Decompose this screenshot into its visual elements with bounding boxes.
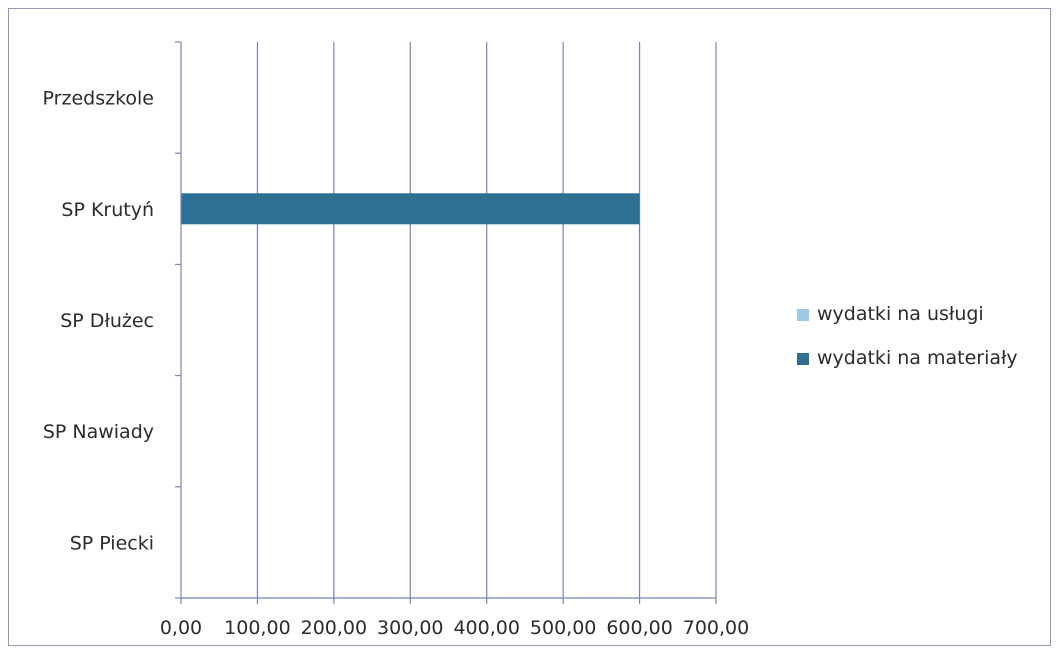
labels: 0,00 100,00 200,00 300,00 400,00 500,00 600,00… bbox=[43, 88, 750, 639]
bars bbox=[181, 193, 640, 225]
legend-label: wydatki na usługi bbox=[817, 303, 984, 325]
legend-swatch bbox=[797, 309, 809, 321]
x-tick-label: 100,00 bbox=[224, 617, 290, 639]
axes bbox=[175, 41, 717, 604]
category-label: SP Krutyń bbox=[61, 199, 154, 221]
chart-frame bbox=[8, 8, 1051, 646]
x-tick-label: 600,00 bbox=[606, 617, 672, 639]
legend-label: wydatki na materiały bbox=[817, 347, 1018, 369]
x-tick-label: 300,00 bbox=[377, 617, 443, 639]
legend: wydatki na usługi wydatki na materiały bbox=[797, 303, 1018, 369]
x-tick-label: 500,00 bbox=[530, 617, 596, 639]
legend-swatch bbox=[797, 353, 809, 365]
category-label: SP Dłużec bbox=[60, 310, 154, 332]
x-tick-label: 700,00 bbox=[683, 617, 749, 639]
category-label: SP Piecki bbox=[70, 532, 154, 554]
gridlines bbox=[256, 42, 717, 598]
category-label: SP Nawiady bbox=[43, 421, 154, 443]
bar bbox=[181, 193, 640, 225]
x-tick-label: 400,00 bbox=[453, 617, 519, 639]
x-tick-label: 0,00 bbox=[160, 617, 202, 639]
x-tick-label: 200,00 bbox=[301, 617, 367, 639]
category-label: Przedszkole bbox=[43, 88, 154, 110]
